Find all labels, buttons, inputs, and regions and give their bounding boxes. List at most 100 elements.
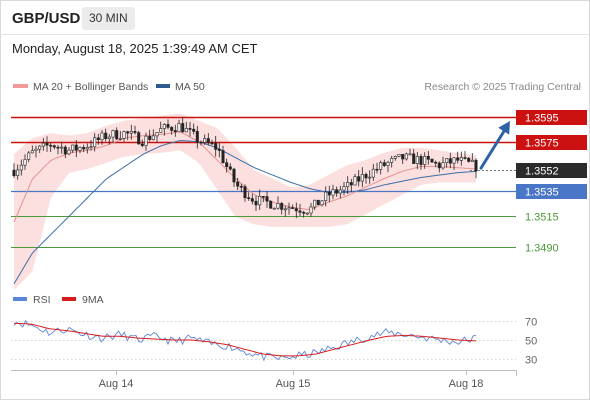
rsi-legend-label: RSI (33, 294, 51, 306)
candle (74, 140, 78, 158)
candle-body (324, 191, 328, 202)
candle-body (349, 182, 353, 186)
candle (166, 119, 170, 130)
candle (30, 145, 34, 154)
candlesticks (12, 116, 478, 219)
candle (305, 212, 309, 216)
rsi-ma-legend-swatch (62, 297, 76, 301)
candle (360, 167, 364, 187)
candle (41, 138, 45, 151)
candle-body (166, 124, 170, 128)
candle-body (412, 153, 416, 164)
projection-arrow-shaft (479, 126, 508, 170)
candle-body (63, 146, 67, 155)
candle (437, 161, 441, 173)
x-tick-label-aug-14: Aug 14 (99, 378, 134, 390)
rsi-ma-line (13, 322, 477, 357)
candle (49, 142, 53, 152)
candle (63, 145, 67, 159)
candle (349, 178, 353, 193)
candle (221, 145, 225, 164)
candle (250, 193, 254, 205)
projection-arrow (479, 121, 510, 170)
candle (445, 158, 449, 168)
ma20-legend-label: MA 20 + Bollinger Bands (33, 81, 148, 93)
candle (467, 157, 471, 163)
candle-body (294, 208, 298, 212)
candle-body (49, 144, 53, 147)
candle (327, 185, 331, 203)
timestamp: Monday, August 18, 2025 1:39:49 AM CET (12, 41, 258, 56)
candle (287, 202, 291, 215)
candle (331, 184, 335, 200)
candle-body (430, 158, 434, 163)
candle (346, 176, 350, 194)
candle (115, 127, 119, 140)
timeframe-badge[interactable]: 30 MIN (82, 7, 135, 30)
candle (456, 151, 460, 164)
candle (155, 132, 159, 143)
candle (23, 154, 27, 170)
candle (335, 186, 339, 197)
candle (452, 157, 456, 170)
candle (254, 195, 258, 211)
candle (309, 202, 313, 217)
candle-body (56, 146, 60, 149)
candle (104, 128, 108, 142)
candle (173, 124, 177, 137)
candle (324, 186, 328, 207)
candle (342, 182, 346, 196)
candle (474, 158, 478, 179)
candle (415, 152, 419, 170)
rsi-line (13, 319, 477, 362)
candle (276, 196, 280, 210)
candle (379, 160, 383, 175)
candle-body (254, 200, 258, 206)
ma50-legend-swatch (156, 84, 170, 88)
candle-body (16, 169, 20, 176)
candle (386, 160, 390, 173)
level-label-1.3515: 1.3515 (525, 212, 559, 224)
candle-body (353, 176, 357, 186)
candle (214, 136, 218, 157)
candle-body (221, 150, 225, 163)
candle-body (250, 198, 254, 202)
candle (210, 139, 214, 145)
rsi-tick-label-50: 50 (525, 336, 537, 348)
candle (247, 192, 251, 201)
rsi-tick-label-70: 70 (525, 317, 537, 329)
projection-arrow-head (498, 121, 510, 135)
candle-body (397, 154, 401, 157)
candle-body (243, 186, 247, 199)
candle-body (206, 138, 210, 144)
candle (239, 183, 243, 193)
candle-body (177, 123, 181, 132)
candle-body (331, 189, 335, 196)
candle-body (67, 149, 71, 155)
candle (34, 145, 38, 158)
level-labels: 1.3595 1.3575 1.3552 1.3535 1.3515 1.3490 (516, 110, 587, 255)
candle (280, 201, 284, 215)
candle (353, 173, 357, 186)
candle-body (74, 144, 78, 151)
candle (60, 141, 64, 154)
candle-body (27, 152, 31, 160)
candle-body (89, 146, 93, 148)
level-label-1.3595: 1.3595 (525, 113, 559, 125)
candle (338, 185, 342, 199)
candle (181, 116, 185, 133)
candle (426, 151, 430, 165)
candle-body (115, 130, 119, 140)
candle-body (283, 208, 287, 211)
candle (232, 167, 236, 187)
candle-body (276, 203, 280, 209)
candle-body (375, 168, 379, 171)
candle-body (144, 135, 148, 146)
candle (27, 151, 31, 163)
candle-body (368, 176, 372, 179)
candle-body (302, 212, 306, 214)
candle-body (232, 168, 236, 183)
level-label-1.3490: 1.3490 (525, 243, 559, 255)
candle (137, 130, 141, 145)
